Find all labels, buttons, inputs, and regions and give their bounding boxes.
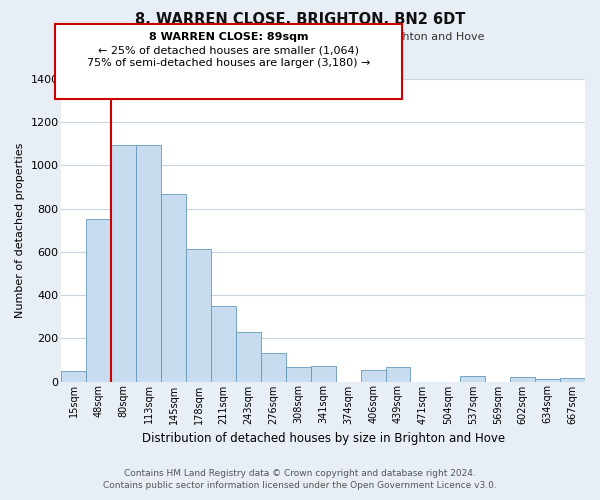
Bar bbox=[311, 366, 335, 382]
Y-axis label: Number of detached properties: Number of detached properties bbox=[15, 142, 25, 318]
Text: ← 25% of detached houses are smaller (1,064): ← 25% of detached houses are smaller (1,… bbox=[98, 45, 359, 55]
Bar bbox=[535, 380, 560, 382]
Text: Size of property relative to detached houses in Brighton and Hove: Size of property relative to detached ho… bbox=[115, 32, 485, 42]
Text: 75% of semi-detached houses are larger (3,180) →: 75% of semi-detached houses are larger (… bbox=[87, 58, 370, 68]
X-axis label: Distribution of detached houses by size in Brighton and Hove: Distribution of detached houses by size … bbox=[142, 432, 505, 445]
Text: 8 WARREN CLOSE: 89sqm: 8 WARREN CLOSE: 89sqm bbox=[149, 32, 308, 42]
Bar bbox=[560, 378, 585, 382]
Bar bbox=[61, 370, 86, 382]
Bar bbox=[211, 306, 236, 382]
Bar bbox=[186, 248, 211, 382]
Bar bbox=[112, 145, 136, 382]
Bar bbox=[286, 368, 311, 382]
Bar bbox=[236, 332, 261, 382]
Text: Contains HM Land Registry data © Crown copyright and database right 2024.
Contai: Contains HM Land Registry data © Crown c… bbox=[103, 468, 497, 490]
Bar bbox=[136, 145, 161, 382]
Bar bbox=[86, 220, 112, 382]
Bar bbox=[161, 194, 186, 382]
Bar bbox=[386, 368, 410, 382]
Bar bbox=[261, 354, 286, 382]
Bar bbox=[361, 370, 386, 382]
Bar bbox=[510, 377, 535, 382]
Bar bbox=[460, 376, 485, 382]
Text: 8, WARREN CLOSE, BRIGHTON, BN2 6DT: 8, WARREN CLOSE, BRIGHTON, BN2 6DT bbox=[135, 12, 465, 28]
